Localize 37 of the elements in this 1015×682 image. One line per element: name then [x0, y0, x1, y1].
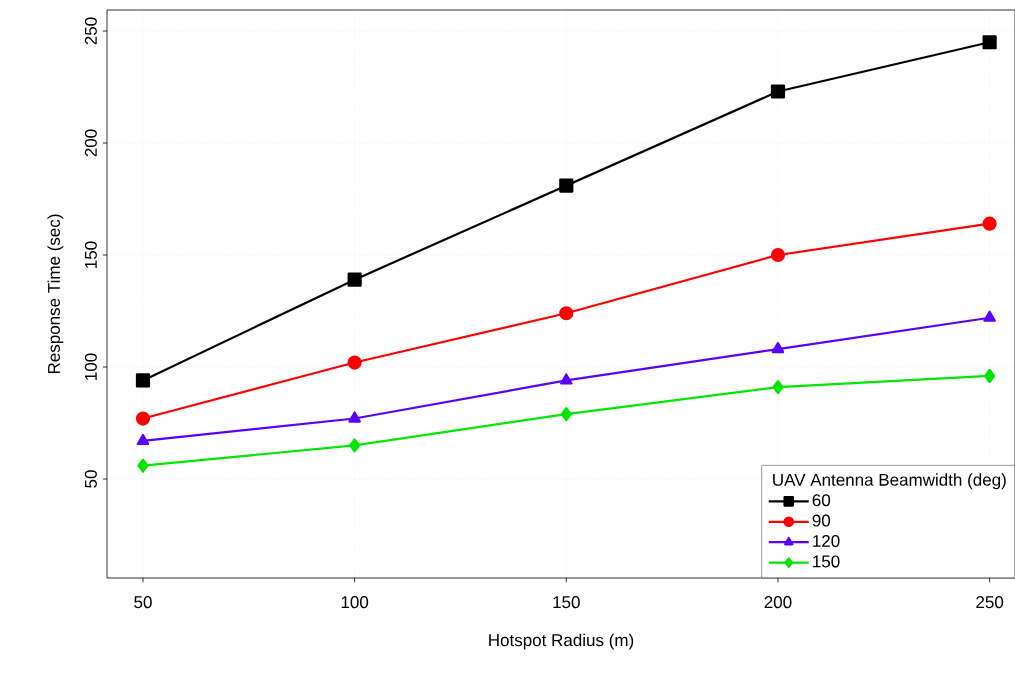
y-tick-label: 50 — [84, 470, 97, 488]
point — [560, 373, 573, 385]
point — [348, 411, 361, 423]
point — [136, 433, 150, 446]
x-axis-title: Hotspot Radius (m) — [489, 633, 634, 650]
legend-label: 120 — [813, 534, 840, 548]
point — [349, 438, 361, 453]
y-tick-label: 250 — [84, 17, 97, 45]
point — [984, 368, 996, 384]
y-tick-label: 150 — [84, 241, 97, 268]
point — [770, 247, 786, 263]
x-tick-label: 50 — [134, 596, 152, 609]
x-tick-label: 200 — [764, 596, 792, 609]
point — [560, 406, 572, 422]
point — [983, 310, 996, 322]
y-axis-title: Response Time (sec) — [47, 214, 64, 374]
point — [772, 380, 784, 395]
y-tick-label: 200 — [84, 129, 97, 157]
legend-label: 60 — [812, 494, 831, 507]
legend-label: 90 — [812, 514, 831, 527]
point — [770, 84, 786, 99]
x-tick-label: 100 — [341, 596, 369, 609]
x-tick-label: 150 — [553, 596, 580, 609]
point — [982, 216, 997, 231]
point — [559, 178, 574, 193]
point — [559, 306, 574, 321]
point — [135, 373, 151, 388]
point — [137, 458, 149, 473]
point — [347, 272, 362, 287]
x-tick-label: 250 — [976, 596, 1004, 609]
point — [982, 35, 997, 50]
point — [771, 341, 785, 354]
point — [135, 411, 151, 426]
point — [347, 355, 362, 370]
legend-title: UAV Antenna Beamwidth (deg) — [773, 473, 1006, 490]
legend-label: 150 — [813, 555, 840, 568]
y-tick-label: 100 — [84, 353, 97, 380]
